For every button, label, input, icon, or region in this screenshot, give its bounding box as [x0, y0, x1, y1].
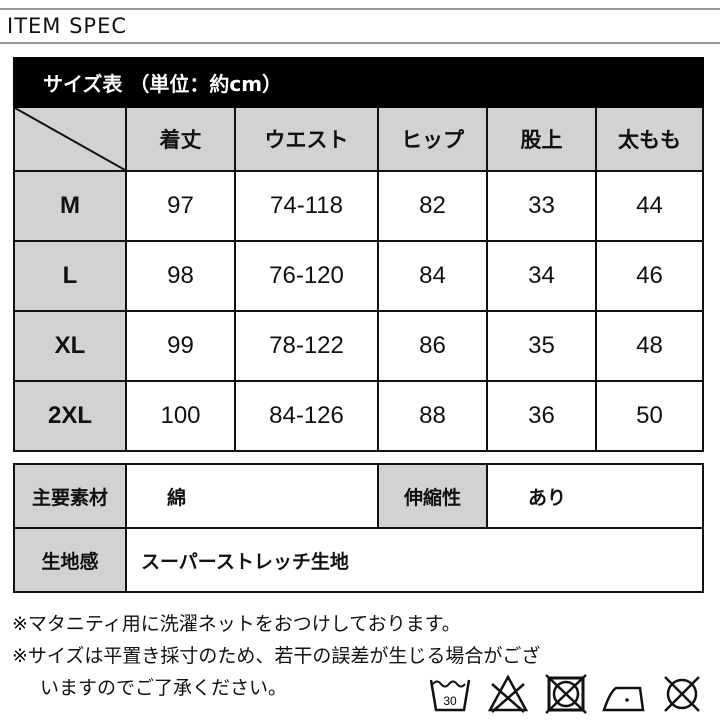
cell: 48 [595, 310, 704, 382]
stretch-label: 伸縮性 [377, 463, 488, 529]
cell: 97 [125, 170, 236, 242]
size-label: XL [13, 310, 127, 382]
main-material-label: 主要素材 [13, 463, 127, 529]
iron-low-icon [602, 686, 645, 712]
material-table: 主要素材 綿 伸縮性 あり 生地感 スーパーストレッチ生地 [13, 463, 704, 593]
cell: 36 [486, 380, 597, 452]
col-header: 太もも [595, 106, 704, 172]
cell: 74-118 [234, 170, 379, 242]
feel-value: スーパーストレッチ生地 [125, 527, 704, 593]
cell: 50 [595, 380, 704, 452]
col-header: ウエスト [234, 106, 379, 172]
col-header: 股上 [486, 106, 597, 172]
notes: ※マタニティ用に洗濯ネットをおつけしております。 ※サイズは平置き採寸のため、若… [12, 608, 712, 704]
cell: 76-120 [234, 240, 379, 312]
size-table: サイズ表 （単位：約cm） 着丈 ウエスト ヒップ 股上 太もも M 97 74… [13, 57, 704, 452]
note: ※サイズは平置き採寸のため、若干の誤差が生じる場合がござ [12, 645, 541, 667]
main-material-value: 綿 [125, 463, 379, 529]
wash-temp: 30 [443, 694, 457, 708]
cell: 34 [486, 240, 597, 312]
feel-label: 生地感 [13, 527, 127, 593]
cell: 78-122 [234, 310, 379, 382]
no-dry-clean-icon [664, 676, 700, 712]
size-table-title: サイズ表 （単位：約cm） [13, 57, 704, 108]
no-bleach-icon [487, 674, 529, 713]
size-label: 2XL [13, 380, 127, 452]
col-header: 着丈 [125, 106, 236, 172]
cell: 100 [125, 380, 236, 452]
size-label: L [13, 240, 127, 312]
stretch-value: あり [486, 463, 704, 529]
table-row: L 98 76-120 84 34 46 [13, 240, 704, 312]
cell: 44 [595, 170, 704, 242]
cell: 86 [377, 310, 488, 382]
table-row: 2XL 100 84-126 88 36 50 [13, 380, 704, 452]
diagonal-line [15, 108, 125, 170]
cell: 98 [125, 240, 236, 312]
cell: 35 [486, 310, 597, 382]
cell: 33 [486, 170, 597, 242]
no-tumble-dry-icon [545, 674, 587, 714]
note: いますのでご了承ください。 [40, 677, 288, 699]
table-row: M 97 74-118 82 33 44 [13, 170, 704, 242]
note: ※マタニティ用に洗濯ネットをおつけしております。 [12, 613, 461, 635]
cell: 84 [377, 240, 488, 312]
cell: 84-126 [234, 380, 379, 452]
cell: 88 [377, 380, 488, 452]
cell: 99 [125, 310, 236, 382]
table-row: XL 99 78-122 86 35 48 [13, 310, 704, 382]
cell: 46 [595, 240, 704, 312]
size-label: M [13, 170, 127, 242]
wash-30-icon: 30 [429, 679, 471, 712]
col-header: ヒップ [377, 106, 488, 172]
section-header: ITEM SPEC [0, 8, 720, 44]
cell: 82 [377, 170, 488, 242]
corner-cell [13, 106, 127, 172]
care-icons: 30 [428, 674, 704, 714]
